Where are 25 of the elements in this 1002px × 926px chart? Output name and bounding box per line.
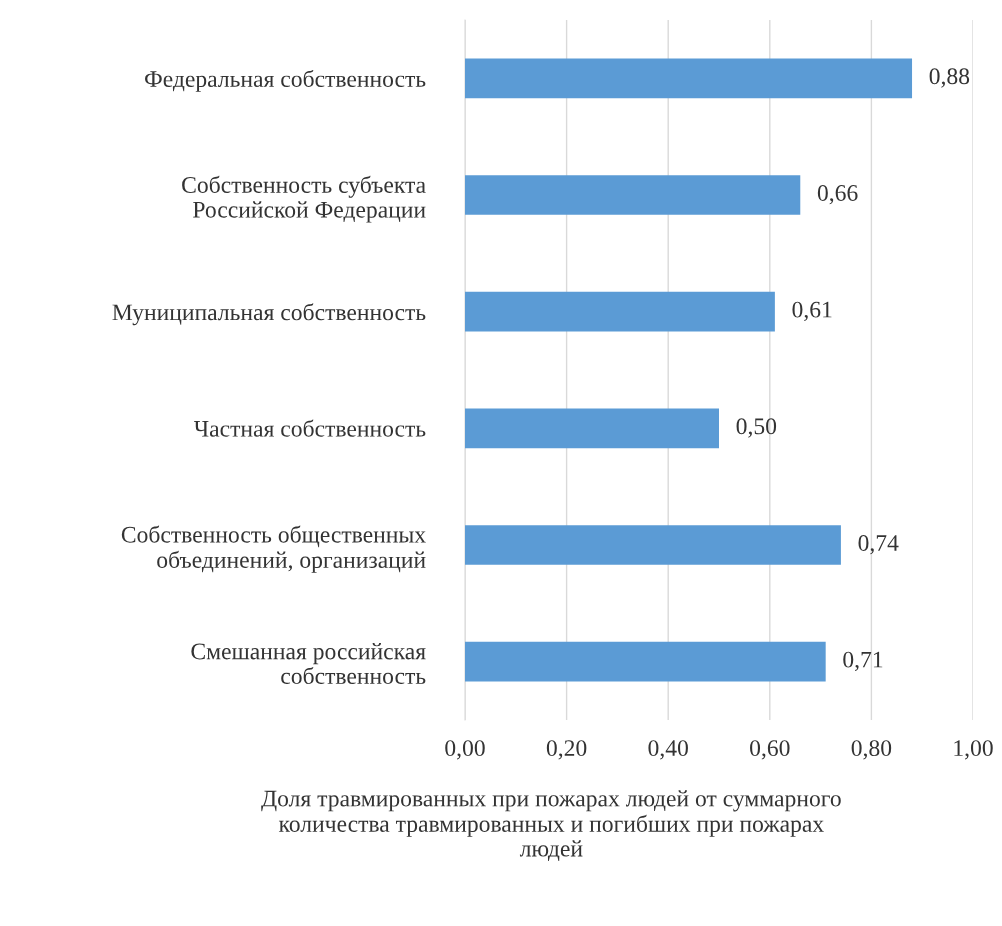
bar — [465, 58, 913, 99]
y-tick-label: Федеральная собственность — [145, 69, 426, 92]
y-tick-label: Смешанная российская собственность — [191, 642, 426, 685]
bar — [465, 641, 826, 682]
x-tick-label: 0,00 — [445, 740, 485, 760]
y-tick-label: Муниципальная собственность — [112, 303, 426, 326]
bar — [465, 175, 801, 215]
y-tick-label: Собственность общественных объединений, организаций — [121, 525, 426, 573]
bar — [465, 408, 719, 449]
data-label: 0,50 — [736, 418, 777, 438]
x-tick-label: 0,40 — [648, 740, 688, 760]
data-label: 0,66 — [817, 184, 858, 205]
x-tick-label: 0,60 — [750, 740, 790, 760]
x-tick-label: 1,00 — [954, 740, 993, 760]
bar — [465, 291, 775, 332]
data-label: 0,71 — [843, 651, 883, 671]
data-label: 0,61 — [792, 301, 832, 321]
bar — [465, 525, 841, 565]
x-tick-label: 0,80 — [851, 740, 892, 760]
x-axis-title: Доля травмированных при пожарах людей от суммарного количества травмированных и погибших при пожарах людей — [261, 790, 841, 861]
data-label: 0,88 — [929, 68, 970, 88]
y-tick-label: Собственность субъекта Российской Федерации — [182, 175, 426, 223]
x-tick-label: 0,20 — [546, 740, 587, 760]
y-tick-label: Частная собственность — [194, 419, 426, 437]
data-label: 0,74 — [858, 534, 899, 555]
